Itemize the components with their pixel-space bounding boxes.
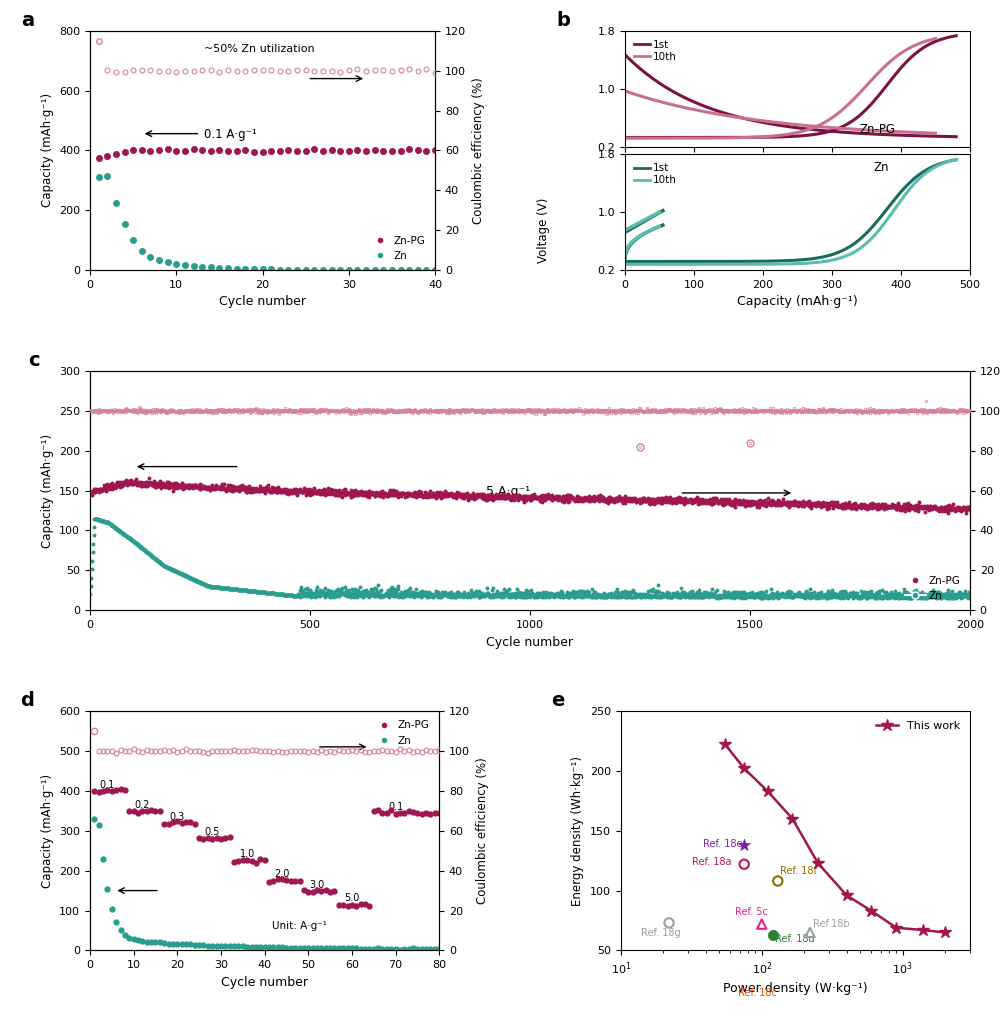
Text: Voltage (V): Voltage (V) [538,197,550,263]
Point [802,924,818,940]
Line: This work: This work [719,738,951,939]
This work [890,922,902,934]
Text: d: d [20,691,34,710]
Text: 3.0: 3.0 [309,880,325,890]
Text: Ref. 18e: Ref. 18e [703,839,742,848]
Text: 0.1 A·g⁻¹: 0.1 A·g⁻¹ [204,129,257,141]
Y-axis label: Capacity (mAh·g⁻¹): Capacity (mAh·g⁻¹) [41,774,54,888]
Text: Ref. 18d: Ref. 18d [775,934,815,944]
Text: Ref. 18c: Ref. 18c [738,988,777,998]
Text: Ref. 18a: Ref. 18a [692,856,732,867]
This work [865,904,877,917]
Text: Ref. 18f: Ref. 18f [780,867,817,876]
Text: b: b [556,11,570,30]
Legend: Zn-PG, Zn: Zn-PG, Zn [370,716,434,750]
X-axis label: Cycle number: Cycle number [221,976,308,988]
Text: c: c [28,351,40,370]
This work [719,738,731,750]
Text: Zn: Zn [873,161,889,175]
Y-axis label: Capacity (mAh·g⁻¹): Capacity (mAh·g⁻¹) [41,433,54,548]
Text: a: a [21,11,34,30]
Text: 0.2: 0.2 [135,799,150,809]
Y-axis label: Capacity (mAh·g⁻¹): Capacity (mAh·g⁻¹) [41,93,54,207]
Legend: 1st, 10th: 1st, 10th [630,36,681,66]
X-axis label: Cycle number: Cycle number [219,295,306,309]
Point [661,915,677,931]
Legend: Zn-PG, Zn: Zn-PG, Zn [366,231,430,265]
Legend: This work: This work [871,716,964,736]
Point [765,927,781,943]
Point [762,984,778,1001]
Text: 0.1: 0.1 [388,801,403,811]
This work [939,926,951,938]
Text: ~50% Zn utilization: ~50% Zn utilization [204,44,315,54]
Y-axis label: Coulombic efficiency (%): Coulombic efficiency (%) [472,77,485,224]
Legend: 1st, 10th: 1st, 10th [630,159,681,189]
This work [762,785,774,797]
Text: Ref. 5c: Ref. 5c [735,907,768,917]
Text: Ref.18b: Ref.18b [813,919,849,929]
This work [841,889,853,901]
This work [917,924,929,936]
Y-axis label: Energy density (Wh·kg⁻¹): Energy density (Wh·kg⁻¹) [571,755,584,905]
This work [786,812,798,825]
This work [812,856,824,869]
X-axis label: Cycle number: Cycle number [486,636,574,649]
Point [736,856,752,873]
Text: 1.0: 1.0 [240,849,255,860]
Y-axis label: Coulombic efficiency (%): Coulombic efficiency (%) [476,757,489,904]
Point [736,837,752,853]
X-axis label: Capacity (mAh·g⁻¹): Capacity (mAh·g⁻¹) [737,295,858,309]
Point [770,873,786,889]
Text: Unit: A·g⁻¹: Unit: A·g⁻¹ [272,921,327,931]
Text: Ref. 18g: Ref. 18g [641,928,681,938]
Point [754,916,770,932]
Text: Zn-PG: Zn-PG [860,123,896,136]
X-axis label: Power density (W·kg⁻¹): Power density (W·kg⁻¹) [723,982,868,995]
Text: 0.1: 0.1 [100,780,115,790]
Text: e: e [551,691,564,710]
Text: 0.3: 0.3 [170,811,185,822]
Text: 2.0: 2.0 [274,870,290,879]
This work [738,762,750,775]
Legend: Zn-PG, Zn: Zn-PG, Zn [901,571,965,605]
Text: 5.0: 5.0 [344,893,360,903]
Text: 5 A·g⁻¹: 5 A·g⁻¹ [486,485,530,499]
Text: 0.5: 0.5 [205,828,220,837]
